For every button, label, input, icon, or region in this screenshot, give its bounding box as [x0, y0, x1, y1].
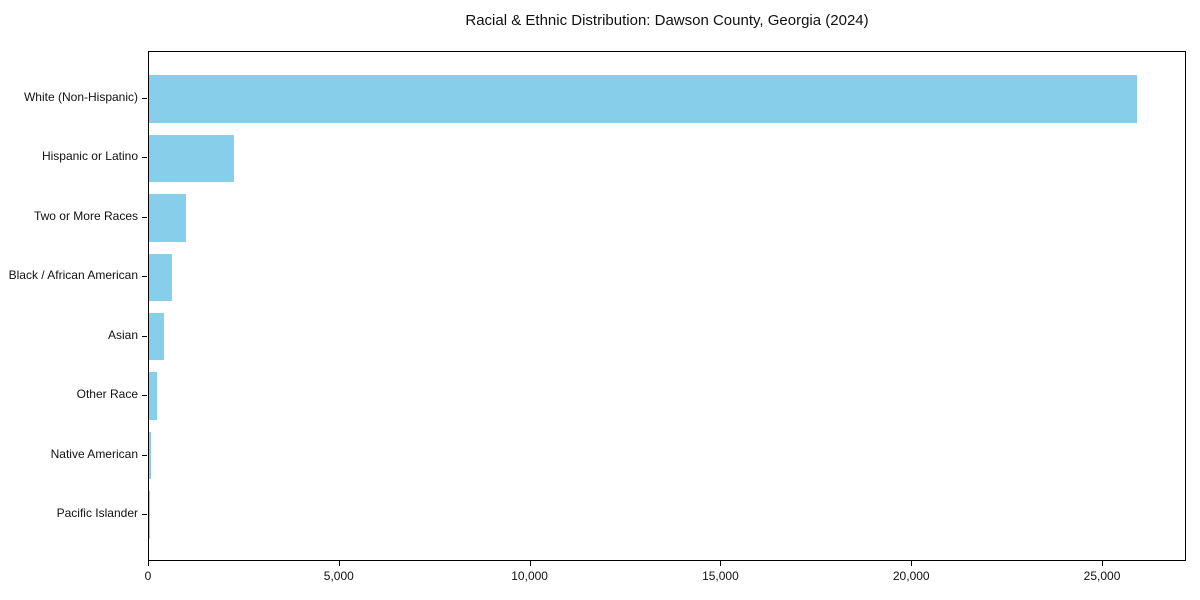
- x-tick-mark: [338, 561, 340, 566]
- y-tick-label: Black / African American: [8, 268, 138, 283]
- x-tick-label: 0: [144, 569, 152, 583]
- bar: [149, 253, 173, 302]
- y-tick-mark: [142, 216, 147, 218]
- y-tick-label: Other Race: [76, 387, 138, 402]
- y-tick-mark: [142, 276, 147, 278]
- y-tick-label: Asian: [107, 327, 138, 342]
- x-tick-mark: [911, 561, 913, 566]
- bar: [149, 491, 150, 539]
- bar: [149, 134, 235, 183]
- bar: [149, 372, 157, 420]
- bar: [149, 75, 1138, 123]
- y-tick-mark: [142, 514, 147, 516]
- x-tick-label: 10,000: [511, 569, 548, 583]
- y-tick-label: Native American: [50, 446, 138, 461]
- plot-area: [148, 51, 1186, 561]
- x-tick-label: 20,000: [892, 569, 930, 583]
- bar: [149, 194, 186, 242]
- y-tick-mark: [142, 157, 147, 159]
- y-tick-mark: [142, 97, 147, 99]
- y-tick-label: Pacific Islander: [56, 506, 138, 521]
- x-tick-mark: [148, 561, 149, 566]
- x-tick-label: 5,000: [323, 569, 354, 583]
- y-tick-label: Hispanic or Latino: [41, 149, 138, 164]
- chart-title: Racial & Ethnic Distribution: Dawson Cou…: [465, 12, 869, 29]
- x-tick-mark: [720, 561, 722, 566]
- x-tick-mark: [1102, 561, 1104, 566]
- y-tick-label: Two or More Races: [33, 208, 138, 223]
- x-tick-label: 15,000: [702, 569, 739, 583]
- x-tick-mark: [529, 561, 531, 566]
- y-tick-mark: [142, 454, 147, 456]
- y-tick-mark: [142, 395, 147, 397]
- y-tick-label: White (Non-Hispanic): [23, 89, 138, 104]
- bar: [149, 431, 152, 480]
- bar: [149, 312, 164, 361]
- x-tick-label: 25,000: [1083, 569, 1121, 583]
- y-tick-mark: [142, 335, 147, 337]
